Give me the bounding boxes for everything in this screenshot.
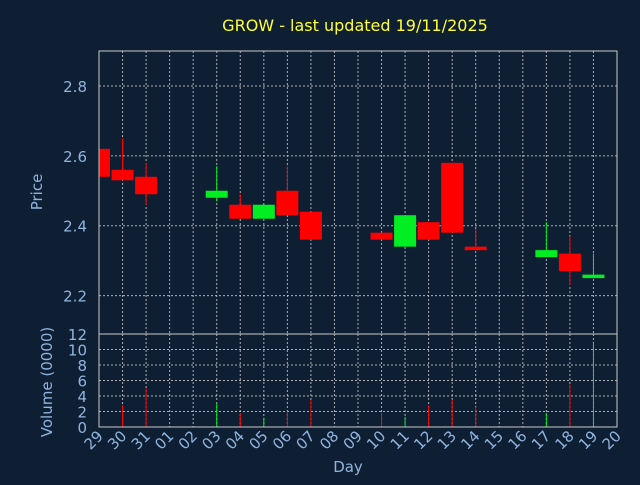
- volume-series: [122, 341, 594, 427]
- candle-body: [252, 204, 275, 219]
- chart-title: GROW - last updated 19/11/2025: [222, 16, 488, 35]
- volume-tick-label: 10: [68, 342, 87, 360]
- volume-tick-label: 2: [77, 404, 87, 422]
- candle-body: [535, 250, 558, 258]
- candle-body: [135, 176, 158, 195]
- candle-body: [111, 169, 134, 181]
- candle-body: [276, 190, 299, 216]
- volume-tick-label: 8: [77, 357, 87, 375]
- volume-tick-label: 6: [77, 373, 87, 391]
- price-axis-label: Price: [28, 174, 46, 211]
- candle-body: [558, 253, 581, 272]
- candle-body: [464, 246, 487, 251]
- volume-tick-label: 12: [68, 326, 87, 344]
- price-tick-label: 2.6: [63, 148, 87, 166]
- candle-body: [441, 162, 464, 233]
- candlestick-series: [98, 138, 605, 286]
- volume-axis-label: Volume (0000): [38, 327, 56, 437]
- candle-body: [299, 211, 322, 240]
- price-y-ticks: 2.2 2.4 2.6 2.8: [63, 78, 87, 306]
- candle-body: [229, 204, 252, 219]
- x-axis-label: Day: [333, 458, 363, 476]
- price-tick-label: 2.8: [63, 78, 87, 96]
- candle-body: [582, 274, 605, 279]
- panel-frames: [98, 50, 618, 428]
- x-ticks: 2930310102030405060708091011121314151617…: [81, 427, 625, 453]
- candle-body: [394, 215, 417, 247]
- candle-body: [99, 148, 110, 177]
- volume-panel-frame: [98, 333, 618, 428]
- candle-body: [370, 232, 393, 240]
- price-tick-label: 2.4: [63, 218, 87, 236]
- volume-tick-label: 0: [77, 419, 87, 437]
- candle-body: [205, 190, 228, 198]
- price-tick-label: 2.2: [63, 288, 87, 306]
- candle-body: [417, 222, 440, 240]
- volume-tick-label: 4: [77, 388, 87, 406]
